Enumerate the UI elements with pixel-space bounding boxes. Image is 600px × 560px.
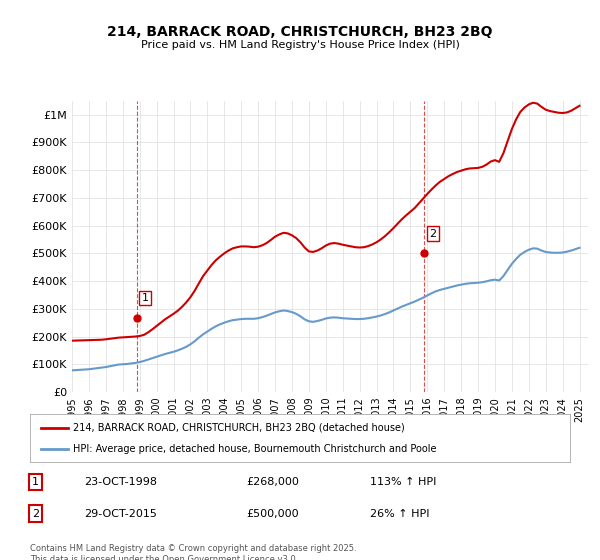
Text: Price paid vs. HM Land Registry's House Price Index (HPI): Price paid vs. HM Land Registry's House … [140, 40, 460, 50]
Text: 2: 2 [430, 228, 437, 239]
Text: 26% ↑ HPI: 26% ↑ HPI [370, 508, 430, 519]
Text: 214, BARRACK ROAD, CHRISTCHURCH, BH23 2BQ: 214, BARRACK ROAD, CHRISTCHURCH, BH23 2B… [107, 25, 493, 39]
Text: Contains HM Land Registry data © Crown copyright and database right 2025.
This d: Contains HM Land Registry data © Crown c… [30, 544, 356, 560]
Text: 23-OCT-1998: 23-OCT-1998 [84, 477, 157, 487]
Text: 1: 1 [142, 293, 149, 303]
Text: £500,000: £500,000 [246, 508, 299, 519]
Text: 113% ↑ HPI: 113% ↑ HPI [370, 477, 437, 487]
Text: £268,000: £268,000 [246, 477, 299, 487]
Text: 214, BARRACK ROAD, CHRISTCHURCH, BH23 2BQ (detached house): 214, BARRACK ROAD, CHRISTCHURCH, BH23 2B… [73, 423, 405, 433]
Text: 2: 2 [32, 508, 39, 519]
Text: 29-OCT-2015: 29-OCT-2015 [84, 508, 157, 519]
Text: HPI: Average price, detached house, Bournemouth Christchurch and Poole: HPI: Average price, detached house, Bour… [73, 444, 437, 454]
Text: 1: 1 [32, 477, 39, 487]
